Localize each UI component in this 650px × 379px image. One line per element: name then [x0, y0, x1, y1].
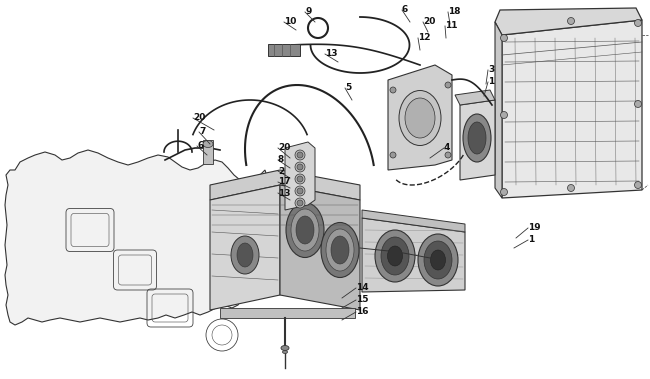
Ellipse shape: [231, 236, 259, 274]
Circle shape: [634, 182, 642, 188]
Polygon shape: [210, 170, 360, 200]
Circle shape: [634, 100, 642, 108]
Circle shape: [295, 186, 305, 196]
Ellipse shape: [399, 91, 441, 146]
Text: 14: 14: [356, 283, 369, 293]
Ellipse shape: [331, 236, 349, 264]
Ellipse shape: [418, 234, 458, 286]
Text: 4: 4: [444, 144, 450, 152]
Circle shape: [297, 200, 303, 206]
Text: 20: 20: [423, 17, 436, 27]
Circle shape: [500, 34, 508, 41]
Bar: [203, 140, 213, 164]
Text: 1: 1: [488, 77, 494, 86]
Ellipse shape: [430, 250, 445, 270]
Ellipse shape: [387, 246, 402, 266]
Circle shape: [297, 176, 303, 182]
Circle shape: [295, 150, 305, 160]
Text: 6: 6: [402, 6, 408, 14]
Polygon shape: [495, 8, 642, 35]
Polygon shape: [210, 185, 280, 310]
Circle shape: [390, 87, 396, 93]
Text: 16: 16: [356, 307, 369, 316]
Ellipse shape: [326, 229, 354, 271]
Text: 15: 15: [356, 296, 369, 304]
Circle shape: [567, 17, 575, 25]
Text: 13: 13: [278, 188, 291, 197]
Ellipse shape: [468, 122, 486, 154]
Ellipse shape: [203, 141, 213, 147]
Polygon shape: [5, 150, 268, 325]
Circle shape: [297, 152, 303, 158]
Circle shape: [445, 152, 451, 158]
Polygon shape: [495, 22, 502, 198]
Ellipse shape: [424, 241, 452, 279]
Polygon shape: [280, 185, 360, 310]
Text: 20: 20: [278, 144, 291, 152]
Ellipse shape: [321, 222, 359, 277]
Circle shape: [390, 152, 396, 158]
Circle shape: [297, 164, 303, 170]
Text: 19: 19: [528, 224, 541, 232]
Polygon shape: [220, 308, 355, 318]
Circle shape: [295, 162, 305, 172]
Text: 13: 13: [325, 50, 337, 58]
Polygon shape: [460, 100, 495, 180]
Ellipse shape: [283, 351, 287, 354]
Circle shape: [295, 174, 305, 184]
Circle shape: [567, 185, 575, 191]
Ellipse shape: [375, 230, 415, 282]
Polygon shape: [362, 210, 465, 232]
Text: 20: 20: [193, 113, 205, 122]
Circle shape: [500, 188, 508, 196]
Ellipse shape: [405, 98, 435, 138]
Bar: [268, 44, 300, 56]
Text: 6: 6: [197, 141, 203, 150]
Text: 18: 18: [448, 8, 460, 17]
Text: 12: 12: [418, 33, 430, 42]
Text: 5: 5: [345, 83, 351, 92]
Text: 3: 3: [488, 66, 494, 75]
Polygon shape: [502, 20, 642, 198]
Text: 7: 7: [199, 127, 205, 136]
Polygon shape: [362, 218, 465, 292]
Text: 9: 9: [305, 8, 311, 17]
Ellipse shape: [381, 237, 409, 275]
Text: 17: 17: [278, 177, 291, 186]
Circle shape: [445, 82, 451, 88]
Ellipse shape: [296, 216, 314, 244]
Polygon shape: [285, 142, 315, 210]
Text: 11: 11: [445, 22, 458, 30]
Circle shape: [297, 188, 303, 194]
Ellipse shape: [237, 243, 253, 267]
Ellipse shape: [286, 202, 324, 257]
Text: 8: 8: [278, 155, 284, 164]
Circle shape: [295, 198, 305, 208]
Ellipse shape: [281, 346, 289, 351]
Circle shape: [634, 19, 642, 27]
Ellipse shape: [291, 209, 319, 251]
Circle shape: [500, 111, 508, 119]
Ellipse shape: [463, 114, 491, 162]
Polygon shape: [388, 65, 452, 170]
Text: 1: 1: [528, 235, 534, 244]
Polygon shape: [455, 90, 495, 105]
Text: 2: 2: [278, 166, 284, 175]
Text: 10: 10: [284, 17, 296, 27]
